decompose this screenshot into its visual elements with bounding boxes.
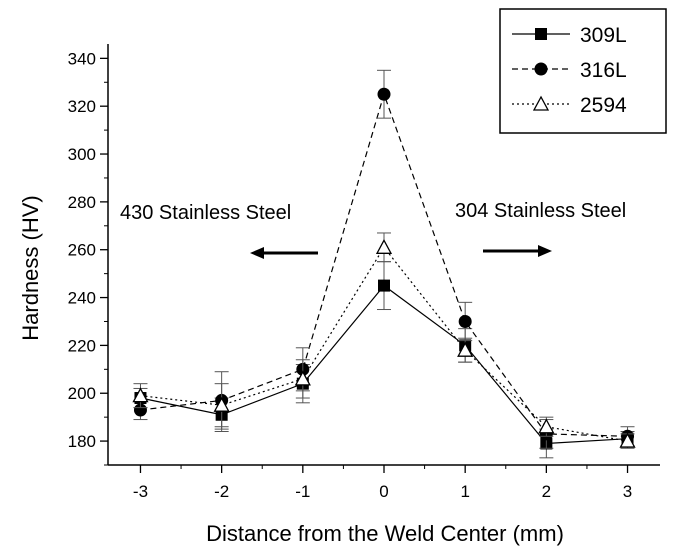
annotation-304: 304 Stainless Steel bbox=[455, 200, 626, 222]
x-tick-label: 3 bbox=[623, 482, 632, 501]
y-tick-label: 200 bbox=[68, 384, 96, 403]
legend-box bbox=[499, 8, 667, 134]
data-point-2594 bbox=[375, 238, 393, 254]
legend: 309L 316L 2594 bbox=[499, 8, 667, 134]
x-tick-label: -3 bbox=[133, 482, 148, 501]
y-tick-label: 300 bbox=[68, 145, 96, 164]
y-tick-label: 280 bbox=[68, 193, 96, 212]
x-tick-label: 1 bbox=[460, 482, 469, 501]
series-layer bbox=[132, 69, 636, 459]
data-point-2594 bbox=[132, 387, 149, 403]
legend-label-309L: 309L bbox=[580, 24, 627, 47]
legend-marker-316L bbox=[534, 62, 548, 76]
arrow-right-head bbox=[538, 245, 552, 257]
y-tick-label: 240 bbox=[68, 289, 96, 308]
y-tick-label: 220 bbox=[68, 336, 96, 355]
annotation-430: 430 Stainless Steel bbox=[120, 202, 291, 224]
arrow-left-head bbox=[250, 247, 264, 259]
series-309L bbox=[133, 261, 635, 459]
y-tick-label: 320 bbox=[68, 97, 96, 116]
data-point-2594 bbox=[213, 396, 230, 412]
data-point-2594 bbox=[538, 418, 555, 434]
y-tick-label: 340 bbox=[68, 49, 96, 68]
legend-marker-2594 bbox=[532, 95, 550, 111]
x-tick-label: -1 bbox=[295, 482, 310, 501]
x-tick-label: 2 bbox=[542, 482, 551, 501]
axes: 180 200 220 240 260 280 300 320 340 -3 -2 -1 0 1 2 3 bbox=[68, 44, 660, 501]
data-point-2594 bbox=[294, 370, 311, 386]
data-point-2594 bbox=[619, 432, 636, 448]
y-axis-title: Hardness (HV) bbox=[18, 195, 43, 340]
data-point-316L bbox=[458, 314, 472, 328]
series-2594 bbox=[132, 232, 636, 449]
legend-marker-309L bbox=[535, 28, 547, 40]
y-tick-label: 180 bbox=[68, 432, 96, 451]
data-point-309L bbox=[378, 279, 390, 292]
y-tick-label: 260 bbox=[68, 241, 96, 260]
x-tick-label: 0 bbox=[379, 482, 388, 501]
data-point-2594 bbox=[457, 341, 474, 357]
x-tick-label: -2 bbox=[214, 482, 229, 501]
legend-label-2594: 2594 bbox=[580, 94, 627, 117]
x-axis-title: Distance from the Weld Center (mm) bbox=[206, 521, 564, 546]
data-point-316L bbox=[377, 87, 391, 101]
legend-label-316L: 316L bbox=[580, 59, 627, 82]
data-point-316L bbox=[133, 403, 147, 417]
